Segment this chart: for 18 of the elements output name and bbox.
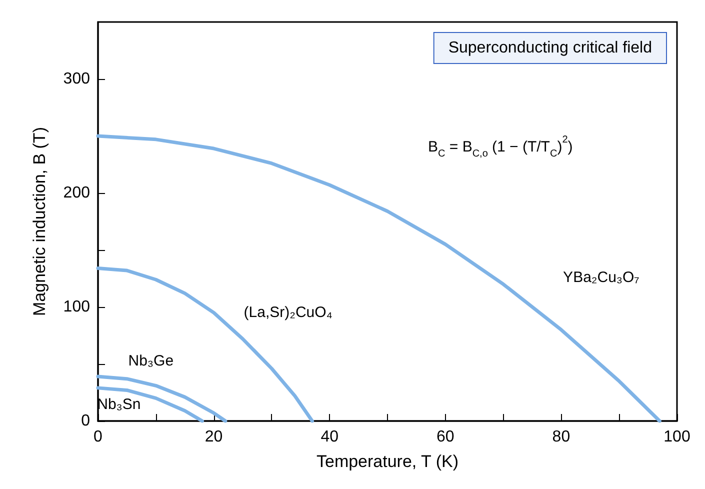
x-tick-label: 20 — [204, 428, 223, 446]
x-tick-label: 40 — [320, 428, 339, 446]
x-tick-label: 60 — [436, 428, 454, 446]
x-tick-label: 0 — [94, 428, 103, 446]
y-tick-label: 100 — [63, 298, 90, 316]
line-series — [96, 374, 228, 423]
series-label: (La,Sr)₂CuO₄ — [244, 304, 332, 322]
series-label: Nb₃Ge — [128, 352, 174, 370]
line-series — [96, 134, 662, 423]
x-tick-label: 80 — [552, 428, 570, 446]
y-tick-label: 200 — [63, 184, 90, 202]
text: YBa₂Cu₃O₇ — [563, 268, 640, 286]
annotation: Superconducting critical field — [448, 40, 652, 56]
y-axis-title: Magnetic induction, B (T) — [30, 127, 49, 316]
y-tick-label: 0 — [81, 412, 90, 430]
x-tick-label: 100 — [664, 428, 690, 446]
y-tick-label: 300 — [63, 70, 90, 88]
x-axis-title: Temperature, T (K) — [316, 452, 459, 471]
